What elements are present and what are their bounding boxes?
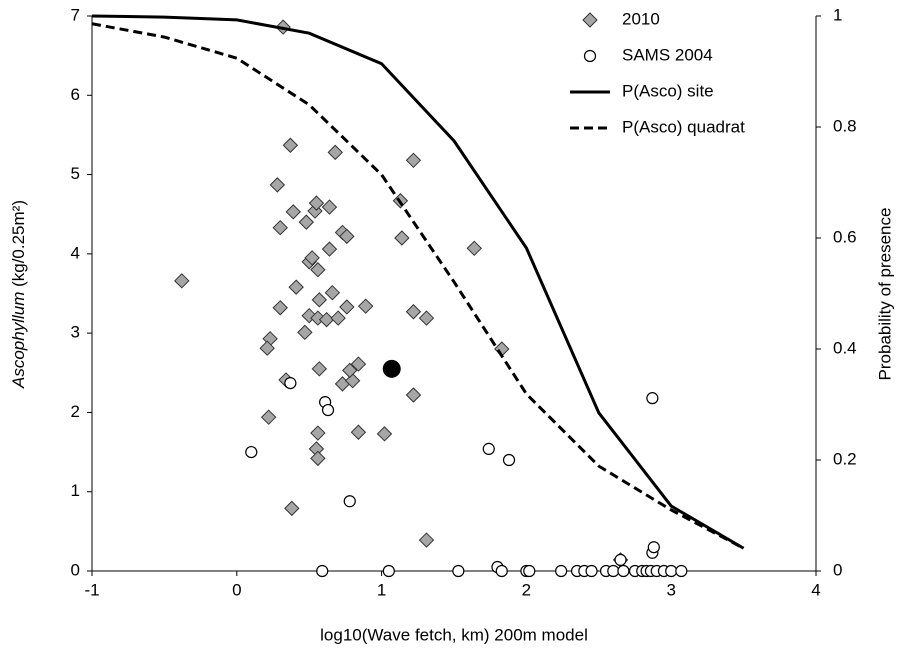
circle-point (245, 445, 258, 459)
diamond-point (310, 450, 326, 467)
diamond-point (310, 425, 326, 441)
circle-point (284, 376, 297, 390)
circle-point (614, 553, 627, 567)
legend-label: P(Asco) site (622, 81, 714, 100)
diamond-point (321, 199, 338, 215)
diamond-point (259, 340, 275, 356)
circle-point (607, 564, 620, 578)
diamond-point (310, 310, 326, 326)
circle-point (555, 564, 568, 578)
diamond-point (288, 279, 304, 295)
x-tick-label: 3 (666, 580, 675, 599)
x-tick-label: 0 (232, 580, 241, 599)
diamond-point (297, 324, 313, 341)
diamond-point (284, 500, 300, 517)
circle-point (646, 392, 659, 405)
diamond-point (304, 250, 320, 266)
diamond-point (324, 284, 341, 301)
circle-point (617, 564, 630, 578)
y-tick-label: 0 (71, 560, 80, 579)
circle-point (321, 403, 335, 417)
y2-tick-label: 0.6 (833, 227, 857, 246)
diamond-point (342, 362, 358, 379)
diamond-point (260, 409, 277, 425)
legend-label: 2010 (622, 9, 660, 28)
y-axis-label-unit: (kg/0.25m²) (9, 200, 28, 292)
y-tick-label: 6 (71, 85, 80, 104)
circle-point (495, 564, 508, 578)
y2-tick-label: 1 (833, 5, 842, 24)
y-axis-label: Ascophyllum (kg/0.25m²) (9, 200, 28, 389)
diamond-point (282, 137, 299, 153)
diamond-point (405, 152, 422, 169)
y-tick-label: 1 (71, 481, 80, 500)
diamond-point (418, 310, 435, 326)
x-tick-label: -1 (84, 580, 99, 599)
dot-point (382, 359, 401, 378)
diamond-point (311, 361, 328, 377)
legend-label: SAMS 2004 (622, 45, 713, 64)
diamond-point (272, 300, 288, 316)
x-tick-label: 2 (522, 580, 531, 599)
y2-tick-label: 0 (833, 560, 842, 579)
diamond-point (298, 214, 315, 230)
diamond-point (269, 177, 286, 193)
circle-point (585, 564, 598, 578)
circle-point (382, 564, 395, 578)
diamond-point (285, 204, 301, 220)
x-tick-label: 1 (377, 580, 386, 599)
circle-point (502, 453, 516, 467)
diamond-point (376, 426, 393, 442)
x-tick-label: 4 (811, 580, 820, 599)
y2-tick-label: 0.8 (833, 116, 857, 135)
diamond-point (405, 304, 422, 320)
diamond-point (418, 532, 435, 548)
y-tick-label: 3 (71, 323, 80, 342)
legend-symbol (582, 12, 598, 28)
y-tick-label: 4 (71, 243, 80, 262)
diamond-point (339, 228, 355, 245)
y-tick-label: 5 (71, 164, 80, 183)
diamond-point (174, 273, 190, 289)
legend-symbol (583, 49, 597, 63)
circle-point (665, 564, 678, 578)
diamond-point (311, 292, 328, 308)
diamond-point (310, 262, 326, 278)
circle-point (523, 564, 536, 578)
circle-point (452, 564, 465, 578)
legend-label: P(Asco) quadrat (622, 117, 745, 136)
circle-point (675, 564, 688, 578)
diamond-point (272, 219, 288, 236)
diamond-point (350, 424, 367, 440)
y-tick-label: 7 (71, 5, 80, 24)
diamond-point (308, 195, 325, 211)
y-axis-label-italic: Ascophyllum (9, 292, 28, 389)
circle-point (482, 442, 495, 455)
probability-line (91, 22, 745, 550)
circle-point (647, 541, 660, 554)
y2-tick-label: 0.2 (833, 449, 857, 468)
diamond-point (330, 310, 346, 326)
y2-tick-label: 0.4 (833, 338, 857, 357)
diamond-point (321, 241, 338, 257)
circle-point (343, 495, 356, 508)
circle-point (316, 564, 329, 578)
y-tick-label: 2 (71, 402, 80, 421)
x-axis-label: log10(Wave fetch, km) 200m model (320, 625, 588, 644)
diamond-point (344, 373, 361, 389)
diamond-point (466, 240, 482, 257)
diamond-point (327, 144, 343, 161)
diamond-point (394, 230, 410, 246)
diamond-point (357, 298, 374, 314)
diamond-point (405, 387, 422, 403)
probability-line (91, 14, 745, 550)
y2-axis-label: Probability of presence (875, 208, 894, 381)
diamond-point (350, 356, 367, 372)
diamond-point (339, 299, 355, 315)
